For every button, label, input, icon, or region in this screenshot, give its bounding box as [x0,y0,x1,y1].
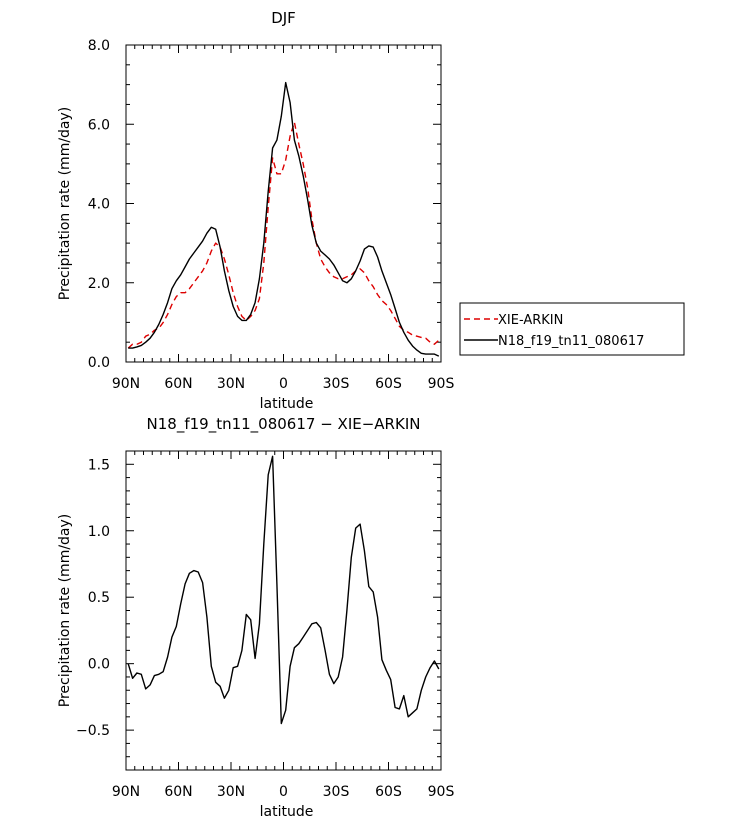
x-tick-label: 30S [323,376,350,392]
plot-frame [125,450,442,771]
y-tick-label: 0.0 [88,657,110,673]
y-axis-label: Precipitation rate (mm/day) [57,107,73,301]
y-tick-label: 1.5 [88,457,110,473]
plot-frame [125,44,442,363]
y-axis-label: Precipitation rate (mm/day) [57,514,73,708]
y-tick-label: 6.0 [88,117,110,133]
y-tick-label: 1.0 [88,524,110,540]
legend: XIE-ARKIN N18_f19_tn11_080617 [459,302,685,356]
y-tick-label: 2.0 [88,276,110,292]
series-line-difference [127,455,440,725]
x-tick-label: 30N [217,376,245,392]
y-tick-label: 4.0 [88,197,110,213]
x-tick-label: 60N [164,784,192,800]
series-line-n18-f19-tn11-080617 [128,81,440,357]
x-tick-label: 0 [279,376,288,392]
x-tick-label: 90S [428,784,455,800]
x-tick-label: 60S [375,784,402,800]
chart-panel-2: 90N 60N 30N 0 30S 60S 90S −0.5 0.0 0.5 1.0 1.5 latit… [57,415,454,820]
x-tick-label: 90N [112,784,140,800]
chart-title: N18_f19_tn11_080617 − XIE−ARKIN [147,415,421,434]
series-line-xie-arkin [127,121,440,349]
x-tick-label: 30S [323,784,350,800]
chart-panel-1: 90N 60N 30N 0 30S 60S 90S 0.0 2.0 4.0 6.0 8.0 latitu… [57,9,685,412]
y-tick-label: 8.0 [88,38,110,54]
x-tick-label: 60S [375,376,402,392]
legend-box [459,302,685,356]
y-tick-label: 0.5 [88,590,110,606]
x-axis-label: latitude [260,804,314,820]
y-tick-label: −0.5 [76,723,110,739]
x-tick-label: 90S [428,376,455,392]
x-axis-label: latitude [260,396,314,412]
legend-label: XIE-ARKIN [498,313,563,328]
legend-label: N18_f19_tn11_080617 [498,334,644,349]
y-tick-label: 0.0 [88,355,110,371]
x-tick-label: 30N [217,784,245,800]
x-tick-label: 0 [279,784,288,800]
x-tick-label: 90N [112,376,140,392]
x-tick-label: 60N [164,376,192,392]
chart-title: DJF [271,9,296,27]
